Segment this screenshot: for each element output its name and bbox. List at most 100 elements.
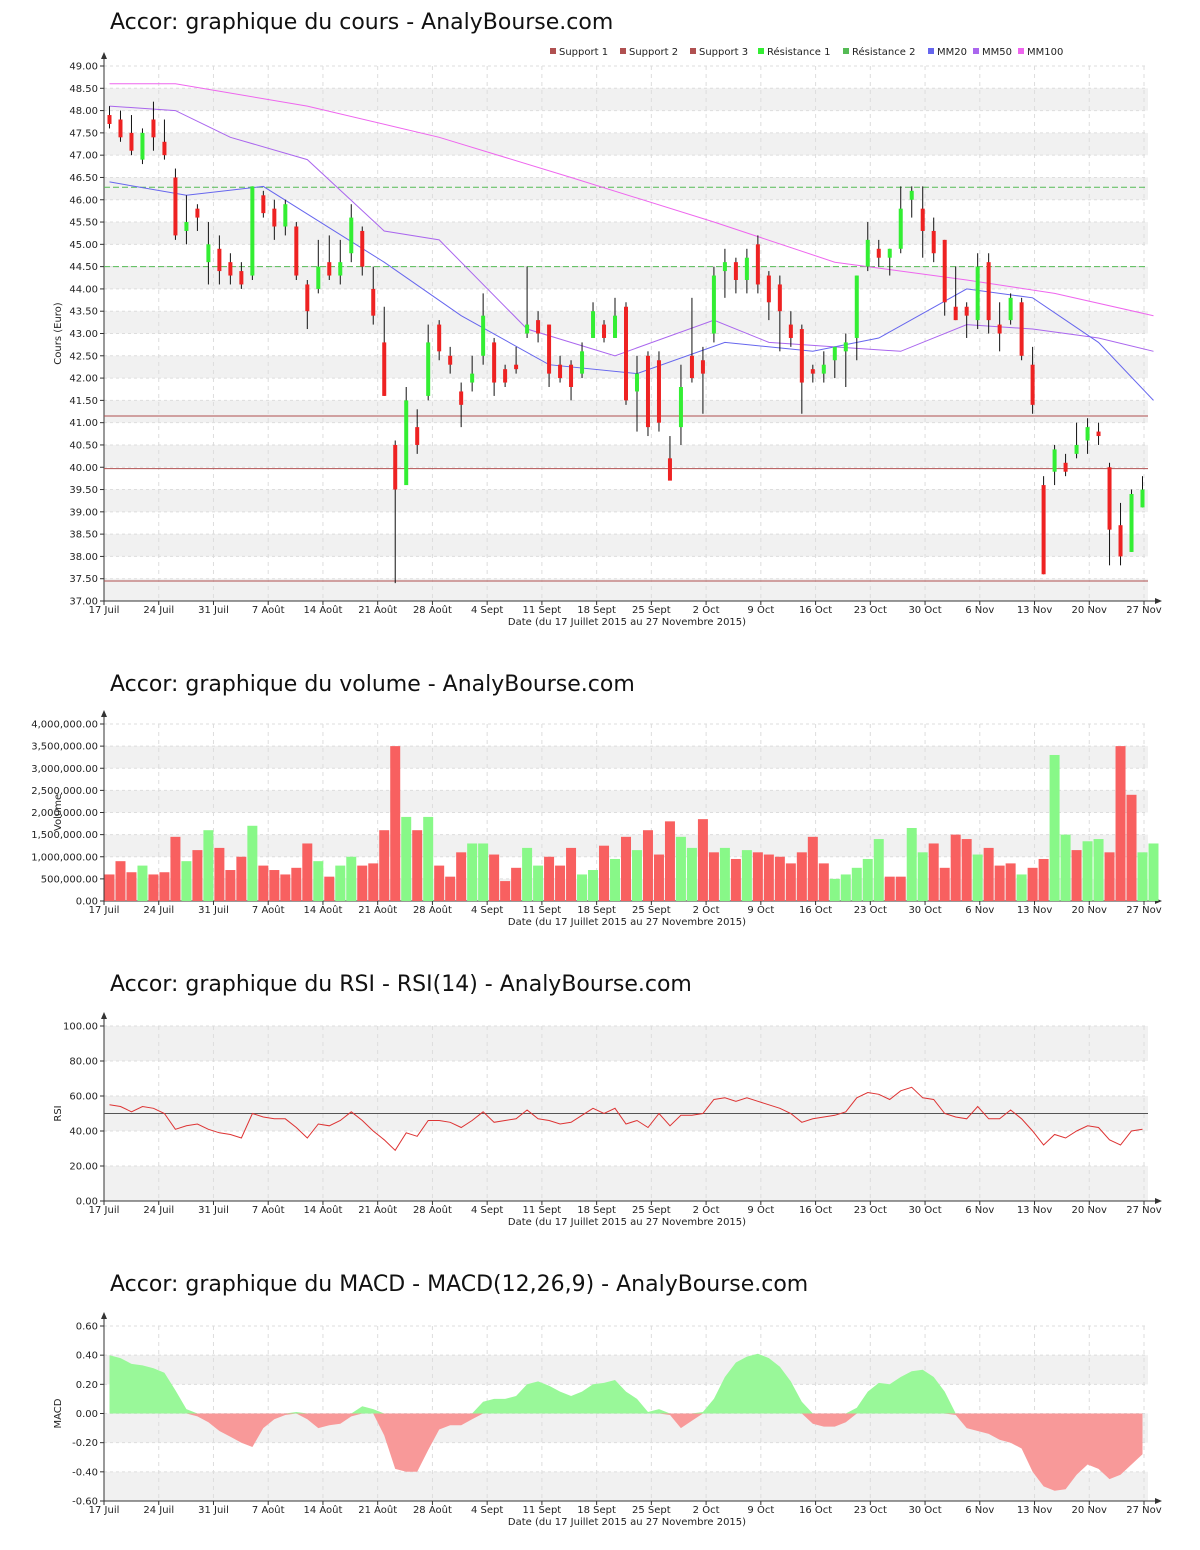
volume-bar <box>1016 874 1027 901</box>
candle-body <box>591 311 596 338</box>
candle-body <box>755 244 760 285</box>
y-tick-label: -0.40 <box>72 1467 98 1478</box>
candle-body <box>678 387 683 428</box>
legend-label: Support 2 <box>629 47 678 58</box>
candle-body <box>305 284 310 312</box>
x-tick-label: 28 Août <box>413 604 452 616</box>
x-tick-label: 7 Août <box>252 904 285 916</box>
candle-body <box>393 444 398 490</box>
volume-bar <box>730 858 741 901</box>
candle-body <box>162 141 167 156</box>
y-tick-label: 20.00 <box>69 1162 98 1173</box>
volume-bar <box>434 865 445 901</box>
candle-body <box>865 239 870 267</box>
volume-bar <box>379 830 390 901</box>
candle-body <box>459 391 464 405</box>
y-tick-label: 0.00 <box>76 1197 98 1208</box>
volume-bar <box>533 865 544 901</box>
volume-bar <box>983 847 994 901</box>
volume-bar <box>236 856 247 901</box>
x-tick-label: 30 Oct <box>908 1505 941 1516</box>
y-axis-arrow <box>101 1012 107 1019</box>
candle-body <box>1052 449 1057 472</box>
volume-bar <box>544 856 555 901</box>
y-tick-label: 38.50 <box>69 530 98 541</box>
candle-body <box>1074 444 1079 454</box>
volume-bar <box>1005 863 1016 901</box>
x-tick-label: 7 Août <box>252 604 285 616</box>
x-tick-label: 13 Nov <box>1017 1205 1053 1216</box>
y-tick-label: 43.00 <box>69 329 98 340</box>
candle-body <box>1030 364 1035 405</box>
y-tick-label: 42.00 <box>69 374 98 385</box>
volume-bar <box>456 852 467 901</box>
volume-bar <box>148 874 159 901</box>
candle-body <box>448 355 453 365</box>
macd-chart-title: Accor: graphique du MACD - MACD(12,26,9)… <box>110 1272 809 1297</box>
candle-body <box>1107 467 1112 530</box>
volume-bar <box>500 881 511 901</box>
candle-body <box>1063 462 1068 472</box>
candle-body <box>1019 302 1024 356</box>
candle-body <box>953 306 958 321</box>
candle-body <box>492 342 497 383</box>
candle-body <box>722 262 727 272</box>
grid-band <box>104 1166 1148 1201</box>
candle-body <box>1129 494 1134 552</box>
volume-bar <box>774 856 785 901</box>
macd-chart: -0.60 -0.40 -0.20 0.00 0.20 0.40 0.60 17 Juil 24… <box>53 1312 1162 1528</box>
candle-body <box>1118 525 1123 557</box>
x-tick-label: 30 Oct <box>908 905 941 916</box>
volume-bar <box>1049 754 1060 901</box>
y-axis-arrow <box>101 52 107 59</box>
volume-bar <box>467 843 478 901</box>
candle-body <box>667 458 672 481</box>
volume-bar <box>478 843 489 901</box>
candle-body <box>514 364 519 370</box>
x-tick-label: 24 Juil <box>143 1505 174 1516</box>
y-tick-label: 46.00 <box>69 195 98 206</box>
legend-swatch <box>1018 48 1024 54</box>
volume-bar <box>950 834 961 901</box>
y-tick-label: 3,500,000.00 <box>31 742 98 753</box>
volume-bar <box>818 863 829 901</box>
y-tick-label: 40.00 <box>69 463 98 474</box>
candle-body <box>909 190 914 200</box>
x-tick-label: 25 Sept <box>632 905 671 916</box>
candle-body <box>404 400 409 486</box>
volume-bar <box>873 839 884 901</box>
legend-swatch <box>758 48 764 54</box>
grid-band <box>104 1355 1148 1385</box>
candle-body <box>832 346 837 361</box>
x-tick-label: 7 Août <box>252 1204 285 1216</box>
volume-bar <box>247 825 258 901</box>
candle-body <box>1140 489 1145 508</box>
x-tick-label: 11 Sept <box>523 605 562 616</box>
volume-bar <box>269 870 280 901</box>
legend-label: MM50 <box>982 47 1012 58</box>
volume-bar <box>412 830 423 901</box>
volume-bar <box>104 874 115 901</box>
candle-body <box>184 222 189 231</box>
x-axis-label: Date (du 17 Juillet 2015 au 27 Novembre … <box>508 917 746 928</box>
x-tick-label: 14 Août <box>303 604 342 616</box>
y-tick-label: 47.00 <box>69 151 98 162</box>
grid-band <box>104 88 1148 111</box>
volume-bar <box>335 865 346 901</box>
y-tick-label: 80.00 <box>69 1057 98 1068</box>
volume-bar <box>1115 746 1126 901</box>
candle-body <box>711 275 716 334</box>
volume-bar <box>1126 794 1137 901</box>
x-tick-label: 21 Août <box>358 904 397 916</box>
y-tick-label: -0.20 <box>72 1438 98 1449</box>
candle-body <box>854 275 859 338</box>
volume-bar <box>159 872 170 901</box>
x-tick-label: 2 Oct <box>693 1205 720 1216</box>
x-tick-label: 24 Juil <box>143 905 174 916</box>
x-tick-label: 9 Oct <box>747 1505 774 1516</box>
y-tick-label: 45.00 <box>69 240 98 251</box>
volume-bar <box>1137 852 1148 901</box>
volume-bar <box>610 858 621 901</box>
y-axis-arrow <box>101 710 107 717</box>
y-tick-label: 38.00 <box>69 552 98 563</box>
